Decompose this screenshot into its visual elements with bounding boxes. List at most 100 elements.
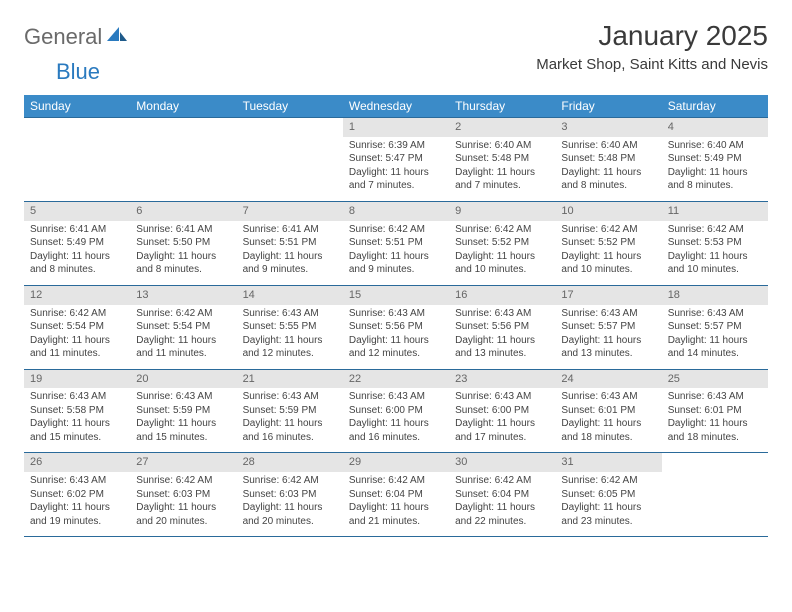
daylight-line: Daylight: 11 hours bbox=[136, 501, 230, 515]
day-number-row: 262728293031 bbox=[24, 453, 768, 472]
day-info-cell: Sunrise: 6:40 AMSunset: 5:49 PMDaylight:… bbox=[662, 137, 768, 202]
sunset-line: Sunset: 5:54 PM bbox=[136, 320, 230, 334]
sunrise-line: Sunrise: 6:42 AM bbox=[668, 223, 762, 237]
day-info-cell: Sunrise: 6:43 AMSunset: 6:00 PMDaylight:… bbox=[449, 388, 555, 453]
day-number-cell: 6 bbox=[130, 201, 236, 220]
sunset-line: Sunset: 6:03 PM bbox=[243, 488, 337, 502]
daylight-line: Daylight: 11 hours bbox=[349, 417, 443, 431]
sunset-line: Sunset: 5:58 PM bbox=[30, 404, 124, 418]
daylight-line: Daylight: 11 hours bbox=[243, 250, 337, 264]
daylight-line: Daylight: 11 hours bbox=[455, 417, 549, 431]
sunrise-line: Sunrise: 6:43 AM bbox=[455, 307, 549, 321]
day-info-cell: Sunrise: 6:40 AMSunset: 5:48 PMDaylight:… bbox=[555, 137, 661, 202]
day-number-cell: 29 bbox=[343, 453, 449, 472]
sunrise-line: Sunrise: 6:41 AM bbox=[30, 223, 124, 237]
daylight-line2: and 21 minutes. bbox=[349, 515, 443, 529]
day-number-cell: 20 bbox=[130, 369, 236, 388]
day-info-cell: Sunrise: 6:41 AMSunset: 5:49 PMDaylight:… bbox=[24, 221, 130, 286]
daylight-line: Daylight: 11 hours bbox=[30, 417, 124, 431]
daylight-line: Daylight: 11 hours bbox=[349, 501, 443, 515]
day-number-cell: 24 bbox=[555, 369, 661, 388]
sunset-line: Sunset: 5:57 PM bbox=[561, 320, 655, 334]
day-number-cell: 8 bbox=[343, 201, 449, 220]
day-number-cell: 9 bbox=[449, 201, 555, 220]
sunset-line: Sunset: 5:51 PM bbox=[349, 236, 443, 250]
logo-sail-icon bbox=[106, 26, 128, 49]
day-number-cell: 2 bbox=[449, 118, 555, 137]
day-info-cell: Sunrise: 6:43 AMSunset: 6:00 PMDaylight:… bbox=[343, 388, 449, 453]
day-number-cell: 1 bbox=[343, 118, 449, 137]
logo-text-blue: Blue bbox=[56, 59, 100, 85]
daylight-line: Daylight: 11 hours bbox=[455, 250, 549, 264]
day-number-cell: 21 bbox=[237, 369, 343, 388]
day-info-cell: Sunrise: 6:41 AMSunset: 5:51 PMDaylight:… bbox=[237, 221, 343, 286]
daylight-line2: and 16 minutes. bbox=[243, 431, 337, 445]
daylight-line2: and 8 minutes. bbox=[30, 263, 124, 277]
sunrise-line: Sunrise: 6:43 AM bbox=[243, 390, 337, 404]
day-info-cell: Sunrise: 6:43 AMSunset: 5:59 PMDaylight:… bbox=[237, 388, 343, 453]
month-title: January 2025 bbox=[536, 20, 768, 52]
daylight-line: Daylight: 11 hours bbox=[30, 250, 124, 264]
weekday-header: Thursday bbox=[449, 95, 555, 118]
daylight-line2: and 13 minutes. bbox=[455, 347, 549, 361]
daylight-line: Daylight: 11 hours bbox=[668, 250, 762, 264]
day-number-cell: 19 bbox=[24, 369, 130, 388]
day-info-cell: Sunrise: 6:43 AMSunset: 6:01 PMDaylight:… bbox=[662, 388, 768, 453]
sunset-line: Sunset: 5:53 PM bbox=[668, 236, 762, 250]
daylight-line2: and 23 minutes. bbox=[561, 515, 655, 529]
daylight-line: Daylight: 11 hours bbox=[349, 334, 443, 348]
sunset-line: Sunset: 5:49 PM bbox=[668, 152, 762, 166]
day-info-row: Sunrise: 6:39 AMSunset: 5:47 PMDaylight:… bbox=[24, 137, 768, 202]
daylight-line: Daylight: 11 hours bbox=[561, 334, 655, 348]
daylight-line: Daylight: 11 hours bbox=[243, 417, 337, 431]
weekday-header: Monday bbox=[130, 95, 236, 118]
sunset-line: Sunset: 5:47 PM bbox=[349, 152, 443, 166]
day-number-cell: 12 bbox=[24, 285, 130, 304]
sunrise-line: Sunrise: 6:43 AM bbox=[668, 307, 762, 321]
day-number-row: 19202122232425 bbox=[24, 369, 768, 388]
weekday-header: Sunday bbox=[24, 95, 130, 118]
sunset-line: Sunset: 6:00 PM bbox=[455, 404, 549, 418]
daylight-line2: and 14 minutes. bbox=[668, 347, 762, 361]
sunrise-line: Sunrise: 6:41 AM bbox=[136, 223, 230, 237]
sunset-line: Sunset: 6:03 PM bbox=[136, 488, 230, 502]
sunset-line: Sunset: 6:04 PM bbox=[349, 488, 443, 502]
day-info-cell: Sunrise: 6:42 AMSunset: 5:54 PMDaylight:… bbox=[24, 305, 130, 370]
day-info-cell bbox=[130, 137, 236, 202]
day-number-cell: 22 bbox=[343, 369, 449, 388]
day-info-cell: Sunrise: 6:42 AMSunset: 6:03 PMDaylight:… bbox=[237, 472, 343, 537]
daylight-line: Daylight: 11 hours bbox=[455, 501, 549, 515]
sunset-line: Sunset: 5:54 PM bbox=[30, 320, 124, 334]
daylight-line: Daylight: 11 hours bbox=[561, 250, 655, 264]
sunrise-line: Sunrise: 6:42 AM bbox=[455, 223, 549, 237]
sunrise-line: Sunrise: 6:43 AM bbox=[349, 307, 443, 321]
daylight-line: Daylight: 11 hours bbox=[455, 334, 549, 348]
day-number-cell: 30 bbox=[449, 453, 555, 472]
day-number-cell: 3 bbox=[555, 118, 661, 137]
daylight-line2: and 22 minutes. bbox=[455, 515, 549, 529]
day-number-cell: 25 bbox=[662, 369, 768, 388]
daylight-line: Daylight: 11 hours bbox=[136, 250, 230, 264]
day-info-cell bbox=[24, 137, 130, 202]
daylight-line2: and 8 minutes. bbox=[668, 179, 762, 193]
sunset-line: Sunset: 5:52 PM bbox=[455, 236, 549, 250]
sunset-line: Sunset: 6:01 PM bbox=[668, 404, 762, 418]
day-number-cell: 31 bbox=[555, 453, 661, 472]
sunrise-line: Sunrise: 6:40 AM bbox=[561, 139, 655, 153]
daylight-line: Daylight: 11 hours bbox=[668, 166, 762, 180]
sunrise-line: Sunrise: 6:42 AM bbox=[561, 223, 655, 237]
day-info-cell: Sunrise: 6:42 AMSunset: 5:51 PMDaylight:… bbox=[343, 221, 449, 286]
day-number-cell bbox=[237, 118, 343, 137]
sunrise-line: Sunrise: 6:43 AM bbox=[349, 390, 443, 404]
sunrise-line: Sunrise: 6:43 AM bbox=[30, 474, 124, 488]
day-number-cell: 10 bbox=[555, 201, 661, 220]
sunset-line: Sunset: 5:55 PM bbox=[243, 320, 337, 334]
weekday-header: Wednesday bbox=[343, 95, 449, 118]
daylight-line2: and 8 minutes. bbox=[136, 263, 230, 277]
daylight-line2: and 15 minutes. bbox=[30, 431, 124, 445]
daylight-line2: and 7 minutes. bbox=[349, 179, 443, 193]
sunrise-line: Sunrise: 6:43 AM bbox=[561, 307, 655, 321]
day-info-cell: Sunrise: 6:39 AMSunset: 5:47 PMDaylight:… bbox=[343, 137, 449, 202]
weekday-header-row: Sunday Monday Tuesday Wednesday Thursday… bbox=[24, 95, 768, 118]
day-number-cell: 4 bbox=[662, 118, 768, 137]
